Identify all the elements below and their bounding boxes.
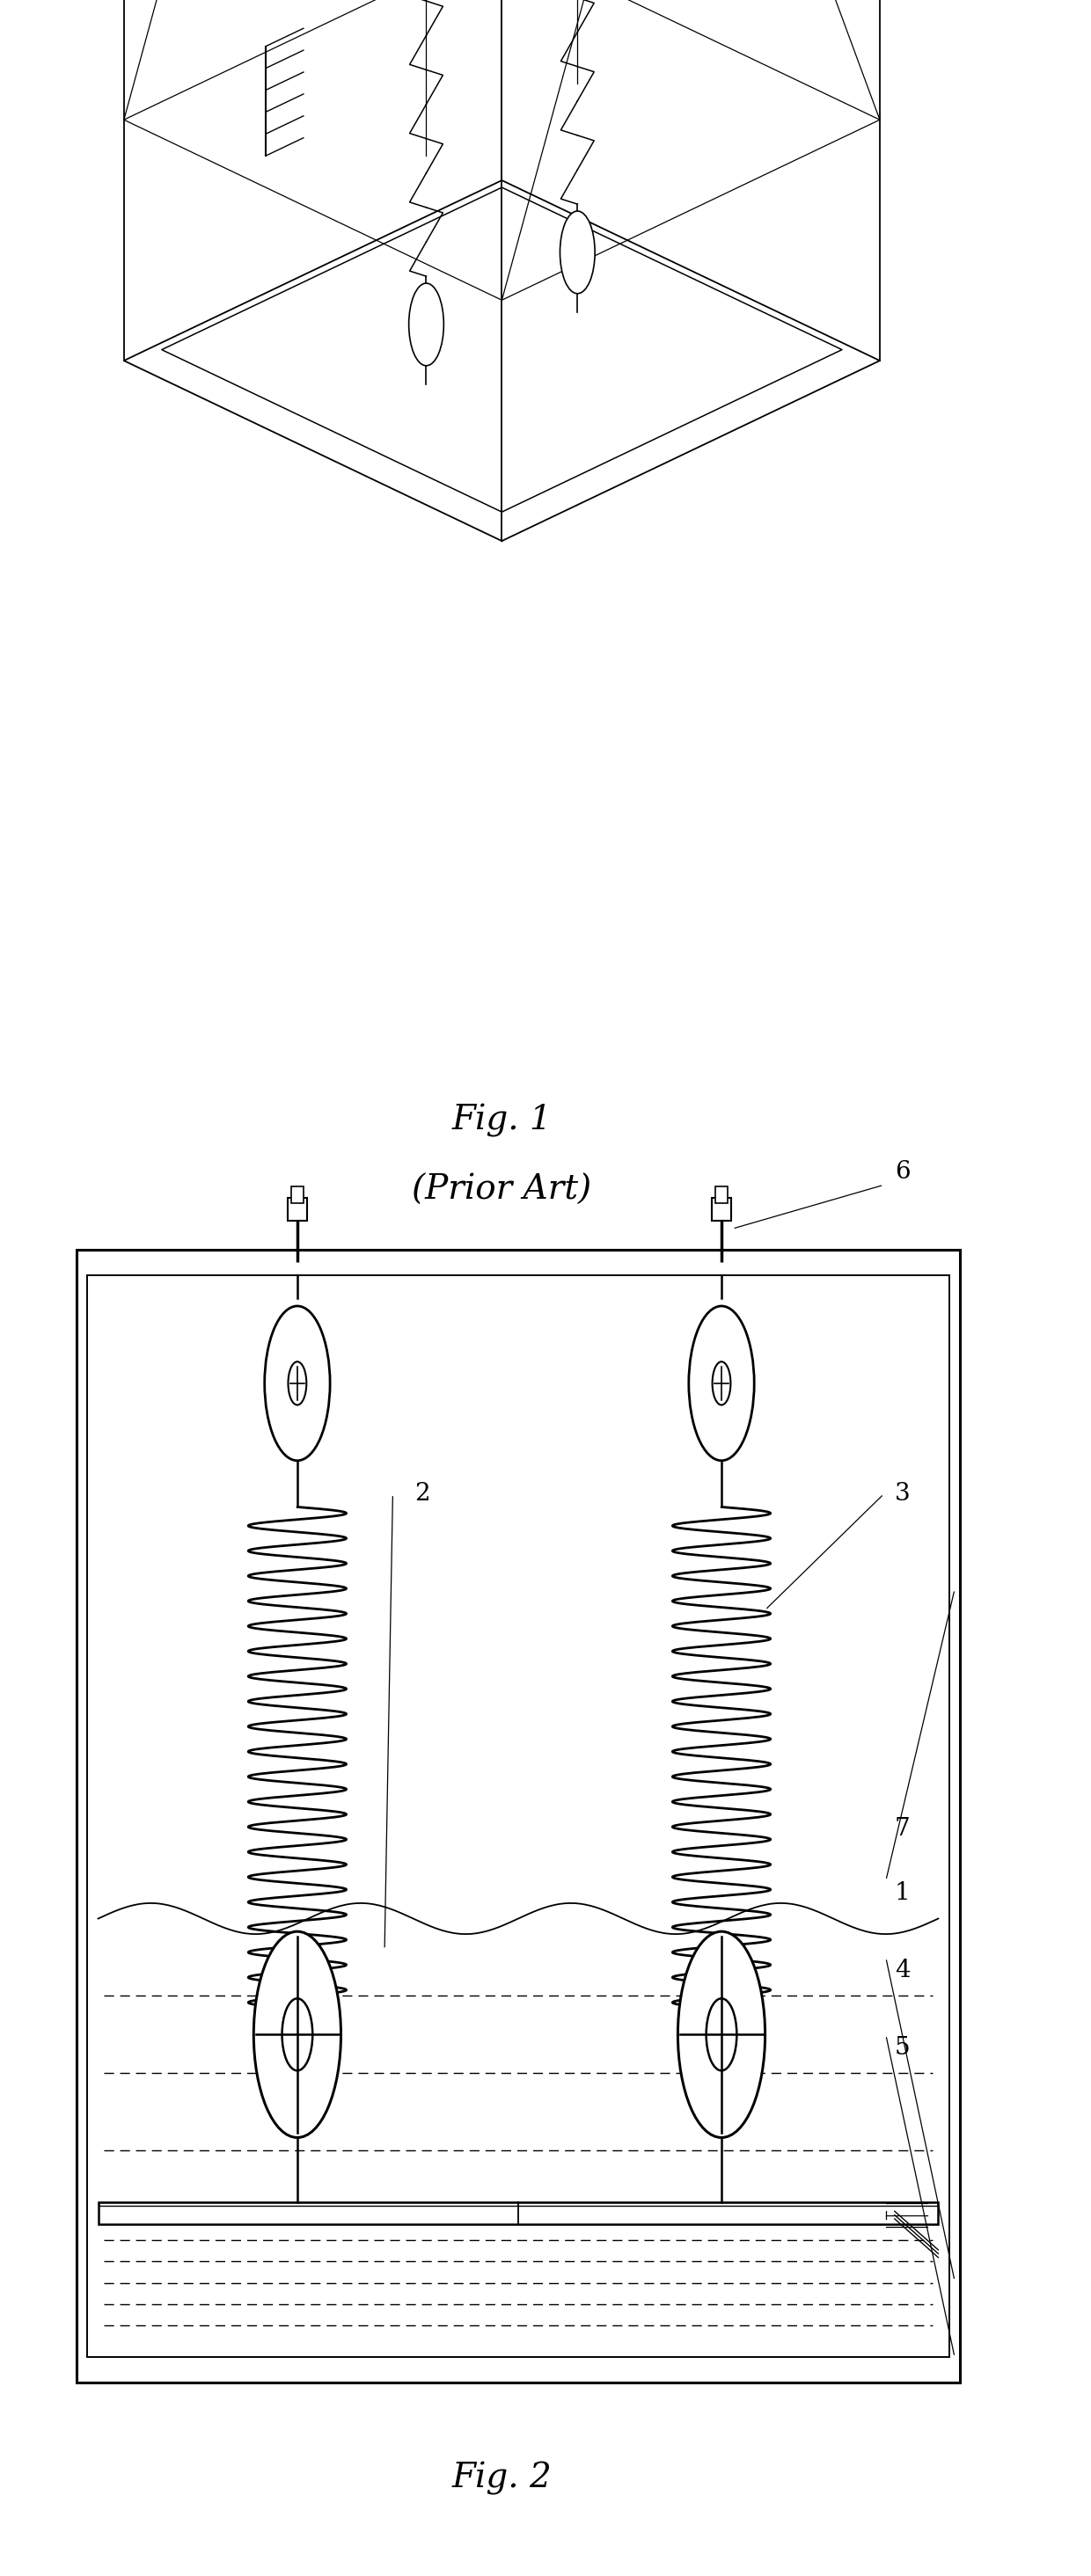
Text: Fig. 2: Fig. 2 — [452, 2463, 552, 2494]
Circle shape — [712, 1363, 731, 1404]
Text: 6: 6 — [895, 1159, 910, 1185]
Text: 2: 2 — [415, 1481, 430, 1507]
Circle shape — [706, 1999, 736, 2071]
Circle shape — [560, 211, 595, 294]
Circle shape — [688, 1306, 754, 1461]
Text: 3: 3 — [895, 1481, 910, 1507]
Circle shape — [288, 1363, 307, 1404]
FancyBboxPatch shape — [711, 1198, 731, 1221]
Text: 7: 7 — [895, 1816, 910, 1842]
FancyBboxPatch shape — [291, 1188, 303, 1203]
Text: (Prior Art): (Prior Art) — [412, 1175, 591, 1206]
Text: 1: 1 — [895, 1880, 910, 1906]
Text: 4: 4 — [895, 1958, 910, 1984]
Circle shape — [678, 1932, 765, 2138]
Text: 5: 5 — [895, 2035, 910, 2061]
FancyBboxPatch shape — [716, 1188, 728, 1203]
FancyBboxPatch shape — [288, 1198, 308, 1221]
Circle shape — [281, 1999, 313, 2071]
Text: Fig. 1: Fig. 1 — [452, 1105, 552, 1136]
Circle shape — [409, 283, 444, 366]
Circle shape — [265, 1306, 329, 1461]
Circle shape — [253, 1932, 341, 2138]
